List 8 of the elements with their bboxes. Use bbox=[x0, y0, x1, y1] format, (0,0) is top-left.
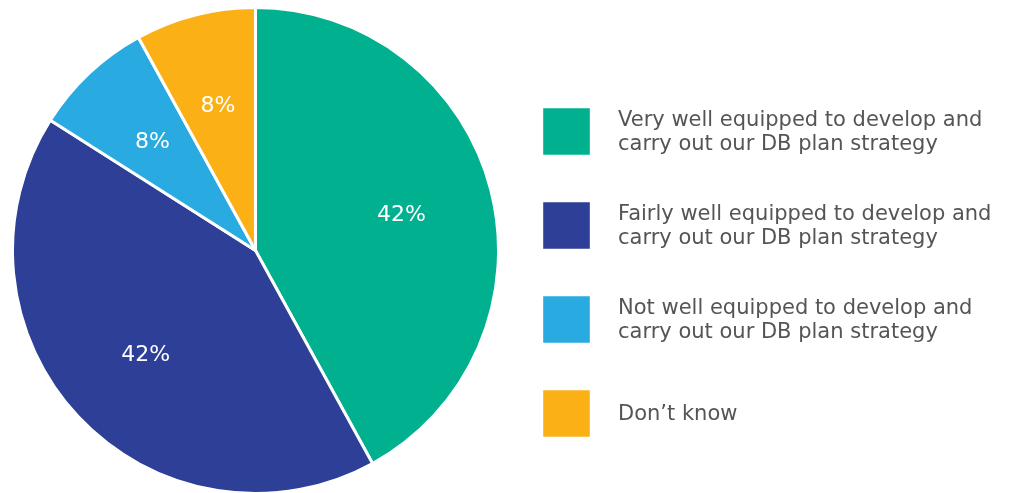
data-label: 8% bbox=[134, 128, 170, 154]
data-label: 42% bbox=[121, 341, 171, 367]
data-label: 8% bbox=[200, 92, 236, 118]
legend-label: Don’t know bbox=[618, 400, 738, 427]
legend-label: Not well equipped to develop and carry out our DB plan strategy bbox=[618, 294, 973, 345]
legend-label: Fairly well equipped to develop and carry out our DB plan strategy bbox=[618, 200, 992, 251]
legend-label: Very well equipped to develop and carry out our DB plan strategy bbox=[618, 106, 983, 157]
data-label: 42% bbox=[376, 200, 426, 226]
